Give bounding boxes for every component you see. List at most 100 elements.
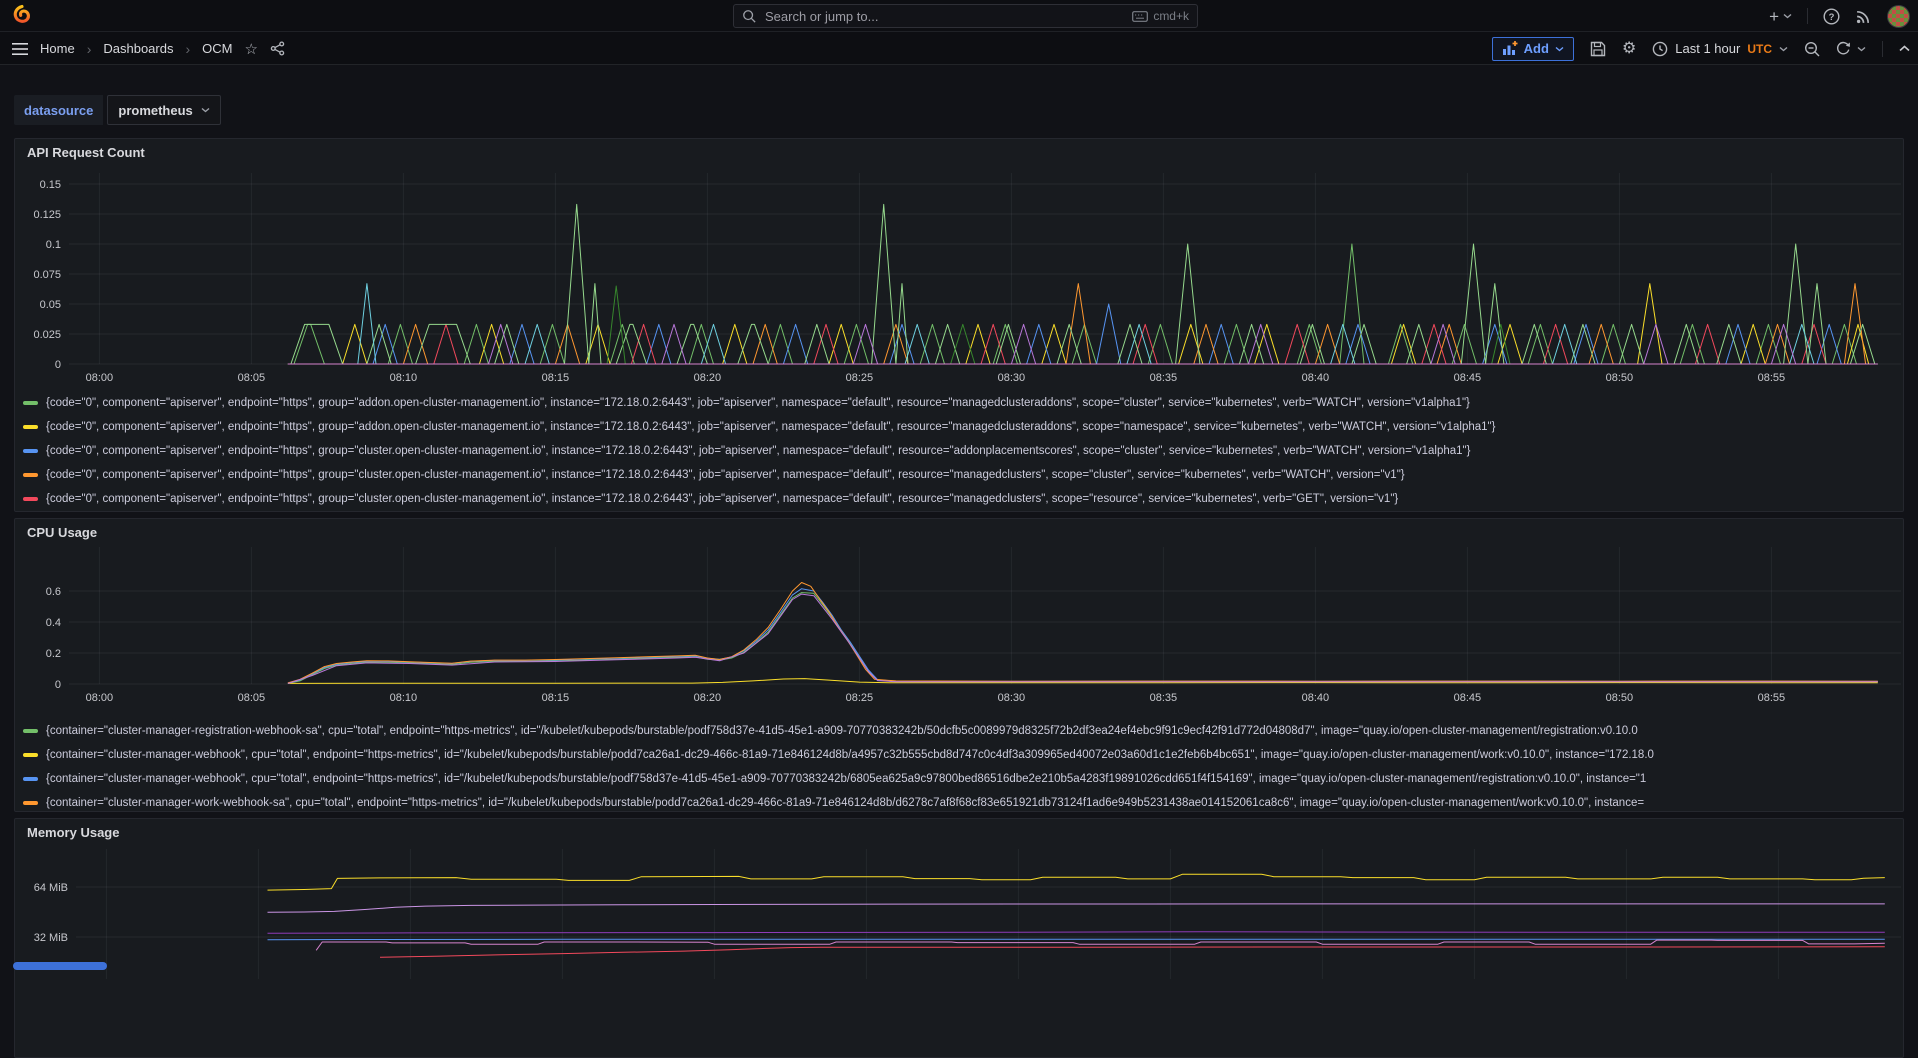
share-button[interactable] [270, 41, 285, 56]
refresh-button[interactable] [1836, 41, 1866, 56]
legend-item[interactable]: {code="0", component="apiserver", endpoi… [23, 439, 1899, 463]
menu-toggle-button[interactable] [12, 43, 28, 55]
search-input[interactable] [763, 8, 1125, 25]
breadcrumb-separator: › [185, 41, 190, 57]
svg-text:?: ? [1829, 12, 1835, 23]
y-axis-tick-label: 0.1 [46, 239, 61, 251]
panel-title[interactable]: Memory Usage [27, 825, 119, 845]
x-axis-tick-label: 08:35 [1150, 372, 1178, 384]
time-range-label: Last 1 hour [1675, 41, 1740, 56]
panel-api-request-count: API Request Count 0.150.1250.10.0750.050… [14, 138, 1904, 512]
legend-series-color [23, 777, 38, 781]
series-line [288, 589, 1878, 683]
legend-series-color [23, 753, 38, 757]
new-menu-button[interactable]: + [1769, 8, 1792, 25]
breadcrumb-home[interactable]: Home [40, 41, 75, 56]
y-axis-tick-label: 0.075 [33, 269, 61, 281]
series-line [288, 594, 1878, 683]
series-line [316, 940, 1885, 950]
legend-series-label: {code="0", component="apiserver", endpoi… [46, 445, 1470, 457]
api-request-count-chart[interactable]: 0.150.1250.10.0750.050.025008:0008:0508:… [17, 167, 1901, 394]
legend-series-color [23, 425, 38, 429]
keyboard-shortcut: cmd+k [1132, 9, 1189, 23]
x-axis-tick-label: 08:15 [542, 692, 570, 704]
chevron-down-icon [201, 107, 210, 113]
legend-item[interactable]: {container="cluster-manager-webhook", cp… [23, 743, 1899, 767]
y-axis-tick-label: 32 MiB [34, 932, 68, 944]
collapse-toolbar-button[interactable] [1899, 45, 1910, 52]
clock-icon [1652, 41, 1668, 57]
legend-item[interactable]: {code="0", component="apiserver", endpoi… [23, 463, 1899, 487]
legend-series-label: {code="0", component="apiserver", endpoi… [46, 469, 1405, 481]
panel-memory-usage: Memory Usage 64 MiB32 MiB08:0008:0508:10… [14, 818, 1904, 1058]
y-axis-tick-label: 0.025 [33, 329, 61, 341]
legend-item[interactable]: {code="0", component="apiserver", endpoi… [23, 487, 1899, 511]
legend-item[interactable]: {container="cluster-manager-registration… [23, 719, 1899, 743]
legend-series-color [23, 801, 38, 805]
legend-item[interactable]: {container="cluster-manager-work-webhook… [23, 791, 1899, 812]
legend-item[interactable]: {container="cluster-manager-webhook", cp… [23, 767, 1899, 791]
global-search[interactable]: cmd+k [733, 4, 1198, 28]
zoom-out-time-button[interactable] [1804, 41, 1820, 57]
panel-title[interactable]: CPU Usage [27, 525, 97, 545]
x-axis-tick-label: 08:25 [846, 692, 874, 704]
save-dashboard-button[interactable] [1590, 41, 1606, 57]
plus-icon: + [1769, 8, 1779, 25]
chevron-down-icon [1783, 13, 1792, 19]
x-axis-tick-label: 08:45 [1454, 372, 1482, 384]
y-axis-tick-label: 64 MiB [34, 882, 68, 894]
x-axis-tick-label: 08:25 [846, 372, 874, 384]
chevron-up-icon [1899, 45, 1910, 52]
favorite-button[interactable]: ☆ [244, 40, 257, 58]
x-axis-tick-label: 08:55 [1758, 372, 1786, 384]
legend-item[interactable]: {code="0", component="apiserver", endpoi… [23, 391, 1899, 415]
x-axis-tick-label: 08:00 [86, 692, 114, 704]
series-line [268, 904, 1885, 912]
x-axis-tick-label: 08:05 [238, 692, 266, 704]
grafana-logo[interactable] [10, 4, 34, 28]
x-axis-tick-label: 08:30 [998, 692, 1026, 704]
legend-item[interactable]: {code="0", component="apiserver", endpoi… [23, 415, 1899, 439]
memory-usage-chart[interactable]: 64 MiB32 MiB08:0008:0508:1008:1508:2008:… [17, 847, 1901, 984]
dashboard-settings-button[interactable]: ⚙ [1622, 41, 1636, 57]
x-axis-tick-label: 08:05 [238, 372, 266, 384]
time-range-picker[interactable]: Last 1 hour UTC [1652, 41, 1788, 57]
x-axis-tick-label: 08:50 [1606, 372, 1634, 384]
y-axis-tick-label: 0.05 [40, 299, 61, 311]
chevron-down-icon [1779, 46, 1788, 52]
y-axis-tick-label: 0.125 [33, 209, 61, 221]
add-panel-button[interactable]: Add [1492, 37, 1574, 61]
legend-series-color [23, 449, 38, 453]
legend-series-label: {container="cluster-manager-webhook", cp… [46, 773, 1646, 785]
help-button[interactable]: ? [1823, 8, 1840, 25]
legend-series-label: {container="cluster-manager-work-webhook… [46, 797, 1644, 809]
news-button[interactable] [1855, 8, 1872, 25]
breadcrumb-dashboards[interactable]: Dashboards [103, 41, 173, 56]
panel-cpu-usage: CPU Usage 0.60.40.2008:0008:0508:1008:15… [14, 518, 1904, 812]
legend-series-label: {container="cluster-manager-registration… [46, 725, 1638, 737]
variable-value-dropdown[interactable]: prometheus [107, 95, 220, 125]
dashboard-variables: datasource prometheus [14, 95, 221, 125]
cpu-usage-chart[interactable]: 0.60.40.2008:0008:0508:1008:1508:2008:25… [17, 547, 1901, 722]
help-icon: ? [1823, 8, 1840, 25]
series-line [288, 583, 1878, 683]
breadcrumb-separator: › [87, 41, 92, 57]
series-line [268, 939, 1885, 940]
series-line [380, 947, 1885, 958]
search-icon [742, 9, 756, 23]
x-axis-tick-label: 08:40 [1302, 692, 1330, 704]
chart-legend: {code="0", component="apiserver", endpoi… [23, 391, 1899, 511]
chevron-down-icon [1857, 46, 1866, 52]
x-axis-tick-label: 08:10 [390, 372, 418, 384]
y-axis-tick-label: 0.4 [46, 617, 61, 629]
panel-title[interactable]: API Request Count [27, 145, 145, 165]
variable-label-datasource[interactable]: datasource [14, 95, 103, 125]
x-axis-tick-label: 08:15 [542, 372, 570, 384]
zoom-out-icon [1804, 41, 1820, 57]
series-line [268, 932, 1885, 934]
legend-series-color [23, 401, 38, 405]
top-nav-bar: cmd+k + ? [0, 0, 1918, 32]
x-axis-tick-label: 08:35 [1150, 692, 1178, 704]
user-avatar[interactable] [1887, 5, 1910, 28]
legend-series-label: {code="0", component="apiserver", endpoi… [46, 397, 1470, 409]
